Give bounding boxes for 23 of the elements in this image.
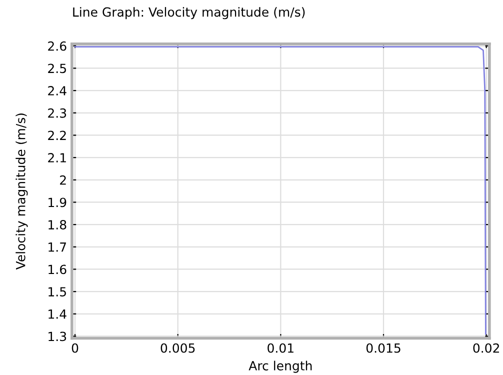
y-tick-label: 1.9 <box>48 198 66 208</box>
y-axis-title: Velocity magnitude (m/s) <box>16 114 28 270</box>
x-tick-label: 0 <box>72 343 78 353</box>
y-tick-label: 1.8 <box>48 220 66 230</box>
y-tick-label: 1.6 <box>48 264 66 274</box>
y-tick-label: 2.5 <box>48 64 66 74</box>
y-tick-label: 1.3 <box>48 332 66 342</box>
x-tick-label: 0.005 <box>160 343 195 353</box>
y-tick-label: 2 <box>60 175 66 185</box>
y-tick-label: 1.7 <box>48 242 66 252</box>
x-tick-label: 0.015 <box>366 343 400 353</box>
y-tick-label: 2.1 <box>48 153 66 162</box>
y-tick-label: 2.3 <box>48 108 66 118</box>
y-tick-label: 2.6 <box>48 41 66 51</box>
y-tick-label: 1.5 <box>48 287 66 296</box>
y-tick-label: 1.4 <box>48 310 66 319</box>
line-series <box>74 46 486 335</box>
x-tick-label: 0.02 <box>473 343 499 353</box>
chart-title: Line Graph: Velocity magnitude (m/s) <box>73 7 305 20</box>
y-tick-label: 2.2 <box>48 130 66 140</box>
x-tick-label: 0.01 <box>268 343 294 353</box>
y-tick-label: 2.4 <box>48 86 66 96</box>
x-axis-title: Arc length <box>248 360 312 373</box>
